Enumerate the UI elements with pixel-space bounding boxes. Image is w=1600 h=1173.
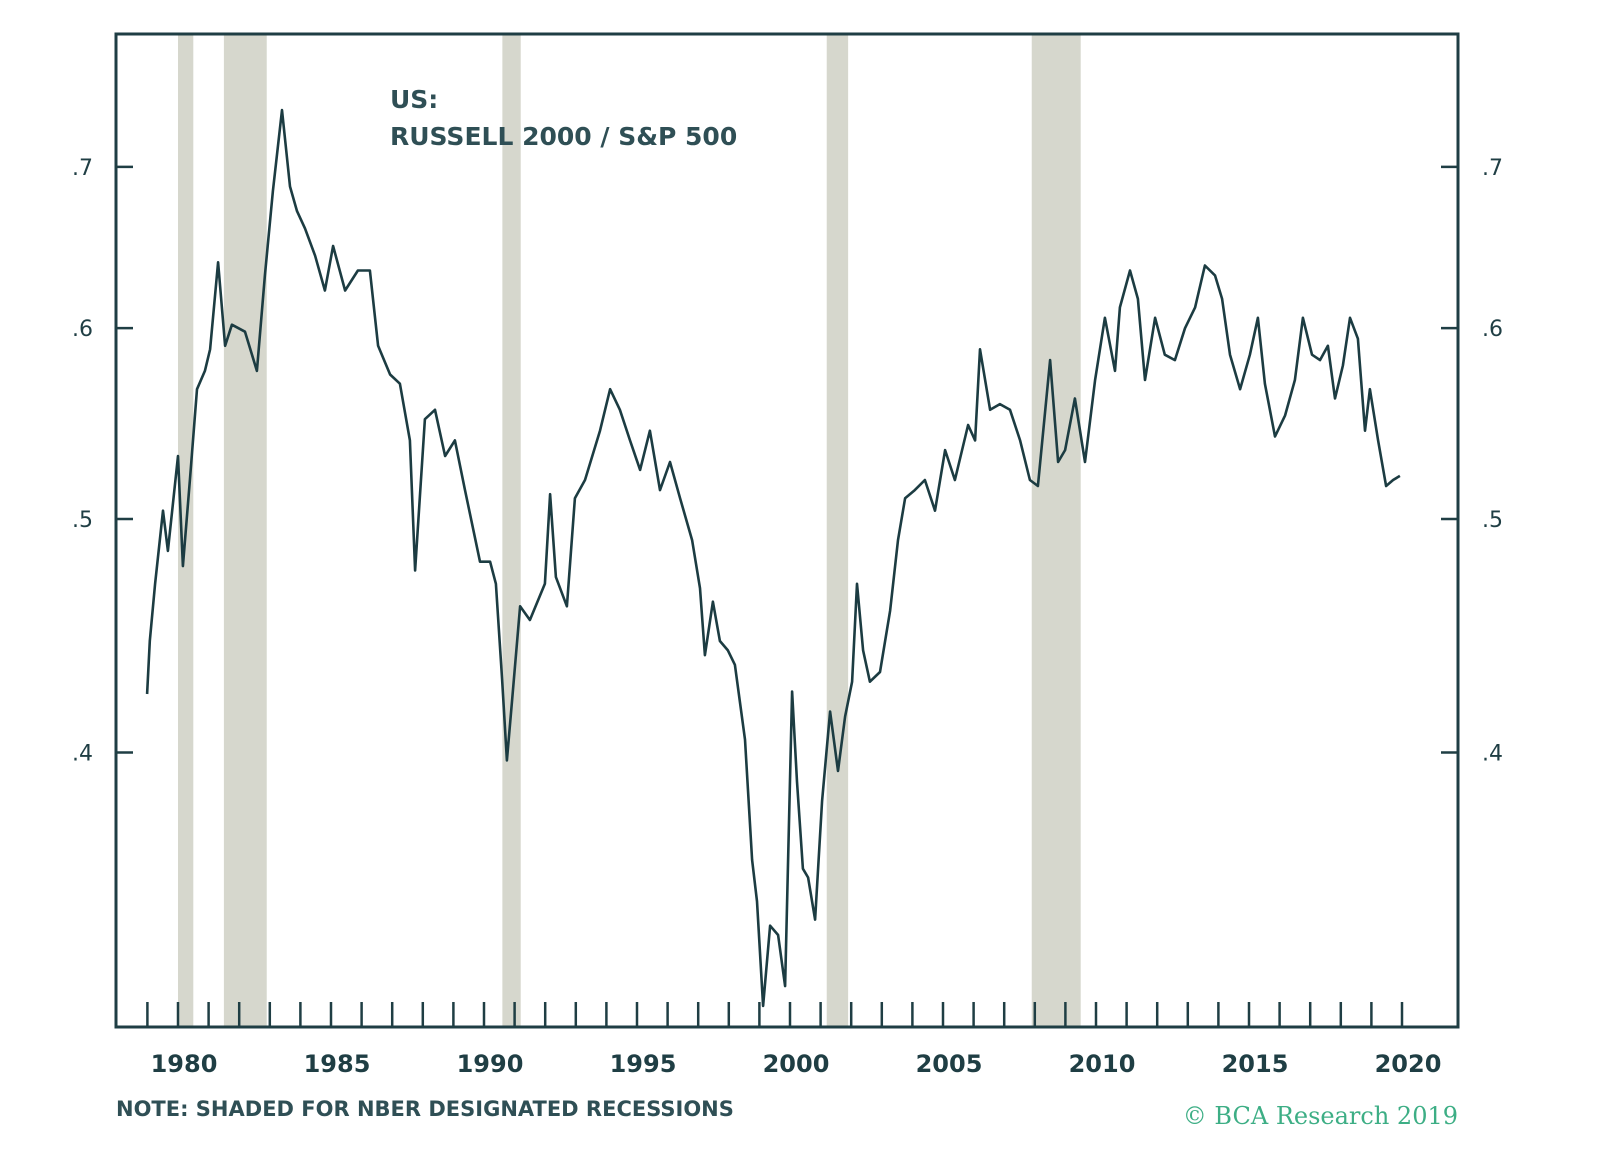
recession-band [826, 34, 849, 1027]
x-tick-label: 2005 [916, 1050, 983, 1078]
y-tick-label-left: .6 [72, 317, 93, 342]
x-tick-label: 2015 [1222, 1050, 1289, 1078]
plot-frame [114, 32, 1460, 1029]
recession-bands [178, 34, 1081, 1027]
plot-border [114, 32, 1460, 1029]
y-tick-label-left: .4 [72, 742, 93, 767]
y-tick-label-right: .4 [1482, 742, 1503, 767]
x-tick-label: 2010 [1069, 1050, 1136, 1078]
y-tick-label-right: .5 [1482, 508, 1503, 533]
x-tick-label: 1990 [457, 1050, 524, 1078]
note-text: NOTE: SHADED FOR NBER DESIGNATED RECESSI… [116, 1097, 734, 1121]
x-axis-ticks: 1980 1985 1990 1995 2000 2005 2010 2015 2020 [146, 1002, 1442, 1078]
x-tick-label: 1995 [610, 1050, 677, 1078]
series-line-russell2000-sp500 [145, 108, 1401, 1008]
chart-title-line2: RUSSELL 2000 / S&P 500 [390, 122, 737, 151]
y-tick-label-left: .7 [72, 156, 93, 181]
recession-band [223, 34, 267, 1027]
y-tick-label-left: .5 [72, 508, 93, 533]
recession-band [502, 34, 521, 1027]
x-tick-label: 2020 [1375, 1050, 1442, 1078]
chart-title-line1: US: [390, 85, 438, 114]
credit-text: © BCA Research 2019 [1183, 1102, 1458, 1130]
recession-band [1031, 34, 1081, 1027]
x-tick-label: 2000 [763, 1050, 830, 1078]
y-axis-ticks: .4 .4 .5 .5 .6 .6 .7 .7 [72, 156, 1503, 767]
x-tick-label: 1980 [151, 1050, 218, 1078]
y-tick-label-right: .6 [1482, 317, 1503, 342]
y-tick-label-right: .7 [1482, 156, 1503, 181]
x-tick-label: 1985 [304, 1050, 371, 1078]
